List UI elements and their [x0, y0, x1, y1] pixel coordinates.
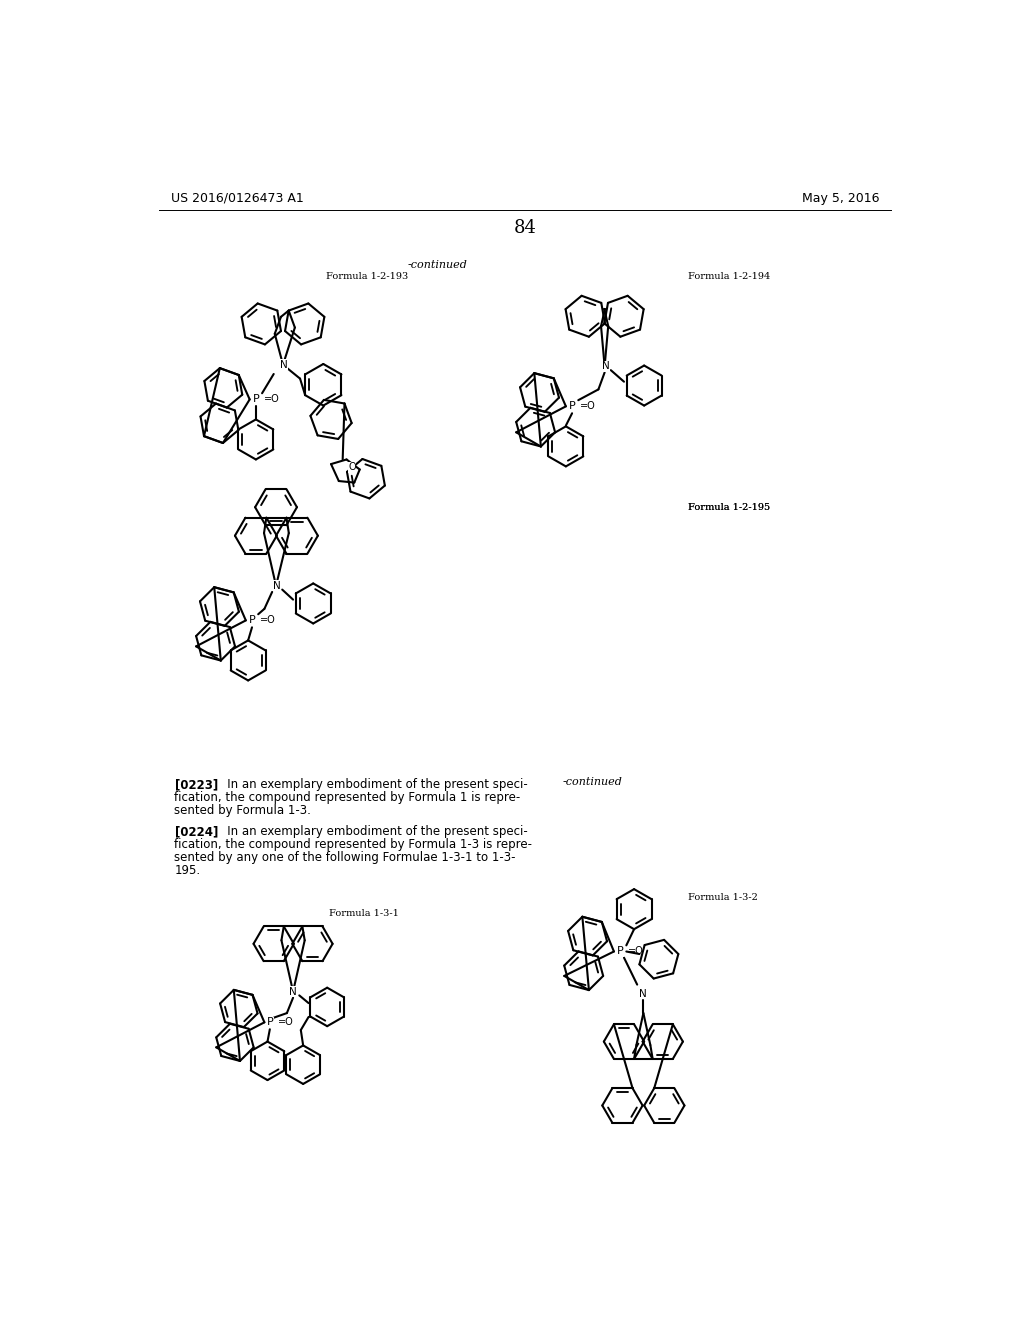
- Text: Formula 1-2-193: Formula 1-2-193: [326, 272, 408, 281]
- Text: [0224]: [0224]: [174, 825, 218, 838]
- Text: =O: =O: [260, 615, 275, 624]
- Text: 84: 84: [513, 219, 537, 236]
- Text: -continued: -continued: [563, 777, 623, 787]
- Text: P: P: [568, 401, 575, 412]
- Text: Formula 1-2-195: Formula 1-2-195: [687, 503, 770, 512]
- Text: P: P: [616, 946, 624, 957]
- Text: fication, the compound represented by Formula 1 is repre-: fication, the compound represented by Fo…: [174, 792, 521, 804]
- Text: P: P: [249, 615, 255, 626]
- Text: May 5, 2016: May 5, 2016: [802, 191, 880, 205]
- Text: =O: =O: [263, 393, 280, 404]
- Text: US 2016/0126473 A1: US 2016/0126473 A1: [171, 191, 303, 205]
- Text: fication, the compound represented by Formula 1-3 is repre-: fication, the compound represented by Fo…: [174, 838, 532, 851]
- Text: 195.: 195.: [174, 865, 201, 878]
- Text: =O: =O: [278, 1016, 293, 1027]
- Text: Formula 1-2-194: Formula 1-2-194: [687, 272, 770, 281]
- Text: N: N: [601, 362, 609, 371]
- Text: Formula 1-2-195: Formula 1-2-195: [687, 503, 770, 512]
- Text: N: N: [640, 989, 647, 999]
- Text: [0223]: [0223]: [174, 779, 218, 791]
- Text: =O: =O: [580, 400, 596, 411]
- Text: N: N: [273, 581, 281, 591]
- Text: P: P: [253, 395, 259, 404]
- Text: -continued: -continued: [408, 260, 468, 269]
- Text: O: O: [348, 462, 355, 473]
- Text: P: P: [266, 1018, 273, 1027]
- Text: N: N: [280, 360, 288, 370]
- Text: Formula 1-3-1: Formula 1-3-1: [330, 908, 399, 917]
- Text: sented by any one of the following Formulae 1-3-1 to 1-3-: sented by any one of the following Formu…: [174, 851, 516, 865]
- Text: In an exemplary embodiment of the present speci-: In an exemplary embodiment of the presen…: [216, 779, 527, 791]
- Text: =O: =O: [628, 945, 644, 956]
- Text: sented by Formula 1-3.: sented by Formula 1-3.: [174, 804, 311, 817]
- Text: In an exemplary embodiment of the present speci-: In an exemplary embodiment of the presen…: [216, 825, 527, 838]
- Text: N: N: [289, 986, 297, 997]
- Text: Formula 1-3-2: Formula 1-3-2: [687, 894, 758, 902]
